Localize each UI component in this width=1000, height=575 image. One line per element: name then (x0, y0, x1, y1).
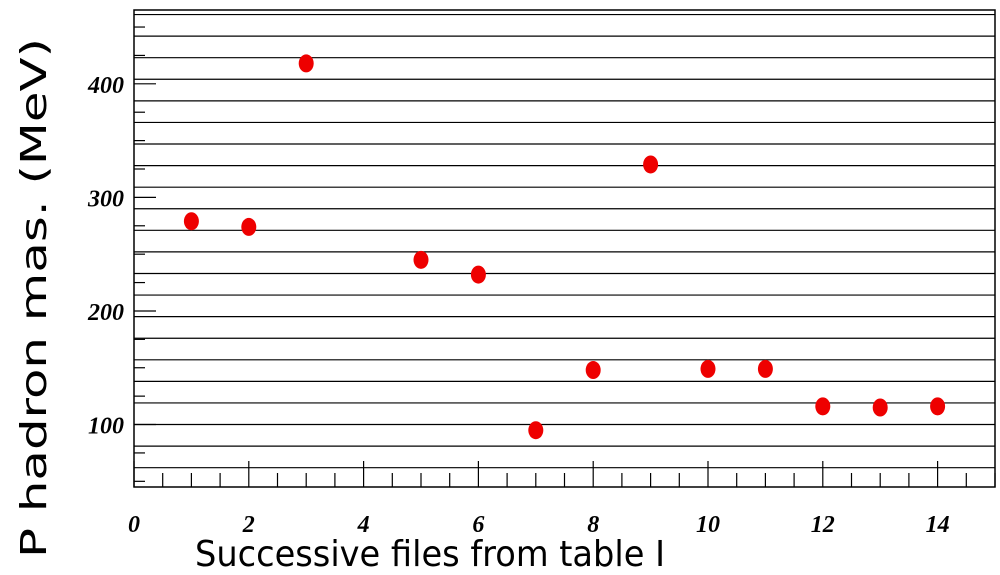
data-point (298, 54, 314, 73)
x-tick-label: 2 (242, 512, 255, 538)
data-points (183, 54, 946, 440)
x-tick-label: 6 (472, 512, 484, 538)
plot-frame (133, 9, 996, 488)
data-point (470, 265, 486, 284)
x-tick-label: 12 (811, 512, 835, 538)
data-point (815, 397, 831, 416)
data-point (528, 421, 544, 440)
y-tick-labels: 100 200 300 400 (87, 73, 124, 440)
data-point (241, 217, 257, 236)
x-axis-title: Successive files from table I (195, 534, 665, 575)
x-tick-label: 8 (587, 512, 599, 538)
y-tick-label: 100 (88, 414, 124, 440)
y-tick-label: 200 (87, 300, 124, 326)
data-point (930, 397, 946, 416)
x-tick-label: 10 (696, 512, 720, 538)
x-tick-label: 14 (926, 512, 950, 538)
x-tick-labels: 0 2 4 6 8 10 12 14 (128, 512, 950, 538)
data-point (872, 398, 888, 417)
data-point (585, 361, 601, 380)
data-point (183, 212, 199, 231)
data-point (700, 359, 716, 378)
data-point (643, 155, 659, 174)
data-point (413, 250, 429, 269)
x-tick-label: 0 (128, 512, 140, 538)
y-tick-label: 400 (87, 73, 124, 99)
grid-lines (134, 13, 995, 469)
x-tick-label: 4 (357, 512, 370, 538)
axis-ticks (133, 26, 996, 487)
data-point (757, 359, 773, 378)
y-axis-title: P hadron mas. (MeV) (14, 38, 55, 558)
y-tick-label: 300 (87, 186, 124, 212)
